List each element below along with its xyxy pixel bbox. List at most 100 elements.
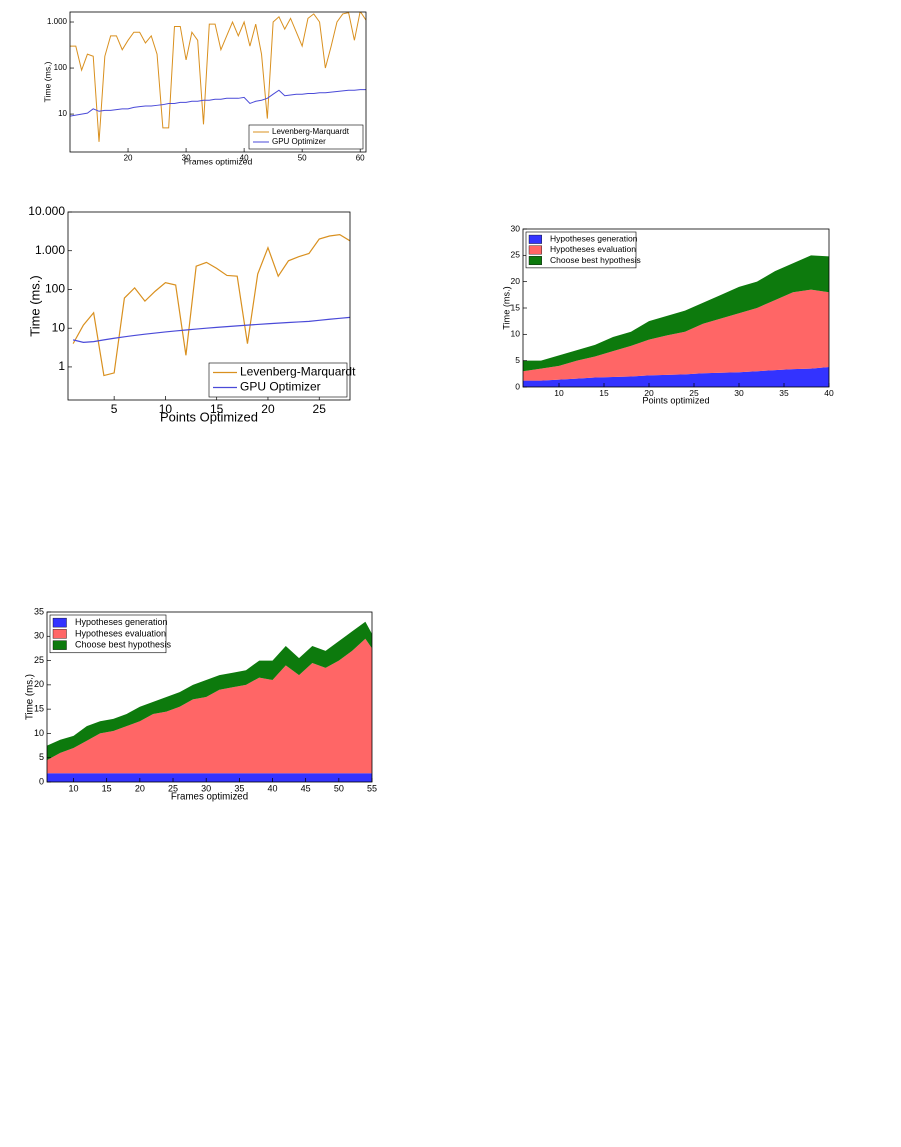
x-tick-label: 40 (268, 784, 278, 794)
x-tick-label: 20 (135, 784, 145, 794)
x-tick-label: 50 (334, 784, 344, 794)
x-tick-label: 25 (689, 388, 699, 398)
legend-label: Levenberg-Marquardt (272, 127, 350, 136)
x-tick-label: 40 (824, 388, 834, 398)
y-axis-label: Time (ms.) (501, 286, 511, 329)
legend-label: GPU Optimizer (272, 137, 326, 146)
y-tick-label: 0 (515, 381, 520, 391)
data-area (523, 289, 829, 381)
y-tick-label: 15 (511, 302, 521, 312)
x-tick-label: 50 (298, 154, 307, 163)
legend-box (208, 362, 348, 398)
legend-box (525, 231, 637, 269)
y-tick-label: 100 (54, 63, 68, 72)
legend-box (49, 614, 167, 654)
legend-swatch (528, 256, 542, 266)
x-tick-label: 25 (313, 402, 327, 416)
y-tick-label: 10 (511, 329, 521, 339)
x-tick-label: 10 (159, 402, 173, 416)
x-tick-label: 20 (124, 154, 133, 163)
y-tick-label: 1 (58, 359, 65, 373)
legend-label: Hypotheses evaluation (550, 244, 636, 254)
legend-label: Hypotheses generation (550, 234, 638, 244)
y-tick-label: 20 (511, 276, 521, 286)
legend-label: Choose best hypothesis (550, 255, 641, 265)
data-line (70, 89, 366, 117)
legend-swatch (52, 640, 67, 650)
x-tick-label: 25 (168, 784, 178, 794)
y-tick-label: 0 (39, 776, 44, 786)
legend-swatch (52, 617, 67, 628)
y-tick-label: 5 (39, 752, 44, 762)
data-area (47, 638, 372, 774)
y-tick-label: 25 (511, 250, 521, 260)
data-line (70, 12, 366, 142)
chart: 10 15 20 25 30 35 40 0 5 10 15 20 25 30 Points optimiz… (501, 223, 834, 405)
x-tick-label: 20 (261, 402, 275, 416)
y-axis-label: Time (ms.) (27, 275, 42, 336)
y-tick-label: 30 (34, 631, 44, 641)
x-tick-label: 15 (599, 388, 609, 398)
data-area (47, 621, 372, 761)
chart: 10 15 20 25 30 35 40 45 50 5505101520253035Frames… (25, 606, 377, 802)
y-tick-label: 5 (515, 355, 520, 365)
legend-swatch (528, 245, 542, 255)
axes-box (67, 211, 351, 401)
plot-area (47, 621, 372, 782)
x-axis-label: Frames optimized (184, 156, 253, 166)
y-tick-label: 10 (34, 728, 44, 738)
y-tick-label: 30 (511, 223, 521, 233)
legend-label: GPU Optimizer (240, 380, 321, 394)
chart: 20 30 40 50 60 10 100 1.000 Frames optimized Time… (42, 11, 367, 166)
y-tick-label: 1.000 (35, 243, 65, 257)
legend-label: Hypotheses generation (75, 617, 168, 627)
x-tick-label: 30 (201, 784, 211, 794)
legend-label: Choose best hypothesis (75, 640, 172, 650)
x-tick-label: 5 (111, 402, 118, 416)
x-axis-label: Points optimized (642, 395, 709, 405)
x-tick-label: 35 (779, 388, 789, 398)
y-tick-label: 10.000 (28, 204, 65, 218)
x-tick-label: 15 (102, 784, 112, 794)
legend-label: Hypotheses evaluation (75, 628, 166, 638)
x-tick-label: 30 (182, 154, 191, 163)
x-tick-label: 15 (210, 402, 224, 416)
y-tick-label: 35 (34, 606, 44, 616)
y-tick-label: 20 (34, 679, 44, 689)
data-line (72, 234, 350, 377)
y-tick-label: 100 (45, 282, 65, 296)
y-axis-label: Time (ms.) (42, 61, 52, 102)
plot-area (523, 255, 829, 387)
plot-area (70, 12, 366, 142)
x-tick-label: 35 (234, 784, 244, 794)
x-tick-label: 10 (69, 784, 79, 794)
legend-swatch (528, 234, 542, 244)
y-tick-label: 25 (34, 655, 44, 665)
x-tick-label: 55 (367, 784, 377, 794)
y-tick-label: 10 (52, 320, 66, 334)
plot-area (72, 234, 350, 377)
chart: 5 10 15 20 25 1 10 100 1.000 10.000 Points Optimiz… (27, 204, 356, 424)
data-line (72, 316, 350, 343)
x-tick-label: 30 (734, 388, 744, 398)
y-tick-label: 15 (34, 704, 44, 714)
y-tick-label: 1.000 (47, 17, 68, 26)
x-tick-label: 20 (644, 388, 654, 398)
axes-box (46, 611, 373, 783)
y-tick-label: 10 (58, 109, 67, 118)
x-axis-label: Frames optimized (171, 792, 248, 803)
x-tick-label: 40 (240, 154, 249, 163)
x-tick-label: 45 (301, 784, 311, 794)
data-area (523, 366, 829, 387)
axes-box (69, 11, 367, 153)
x-tick-label: 10 (554, 388, 564, 398)
y-axis-label: Time (ms.) (25, 674, 36, 720)
data-area (47, 773, 372, 782)
data-area (523, 255, 829, 372)
